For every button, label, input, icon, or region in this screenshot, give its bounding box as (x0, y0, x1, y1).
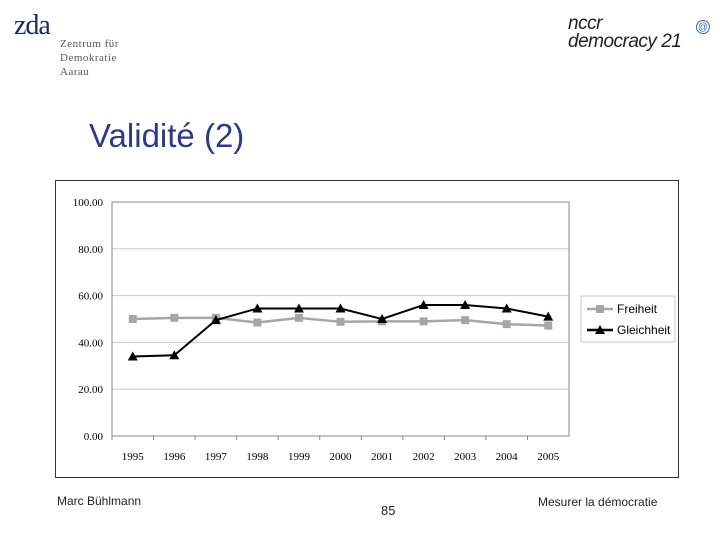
zda-logo-mark: zda (14, 10, 51, 41)
data-point-gleichheit (293, 303, 304, 313)
data-point-freiheit (502, 320, 511, 329)
data-point-gleichheit (460, 299, 471, 309)
legend-label: Gleichheit (617, 323, 671, 337)
x-tick-label: 1996 (163, 451, 186, 463)
data-point-freiheit (461, 316, 470, 325)
data-point-freiheit (294, 313, 303, 322)
y-tick-label: 60.00 (78, 291, 103, 303)
y-tick-label: 100.00 (73, 197, 104, 209)
data-point-gleichheit (252, 303, 263, 313)
y-tick-label: 40.00 (78, 337, 103, 349)
legend-label: Freiheit (617, 302, 658, 316)
data-point-freiheit (170, 313, 179, 322)
x-tick-label: 1995 (122, 451, 145, 463)
line-chart: 0.00 20.00 40.00 60.00 80.00 100.00 1995 1996 19… (73, 197, 676, 463)
footer-page-number: 85 (381, 503, 396, 518)
data-point-gleichheit (377, 314, 388, 323)
data-point-gleichheit (418, 299, 429, 309)
slide-title: Validité (2) (89, 117, 245, 154)
data-point-gleichheit (169, 350, 180, 360)
x-tick-label: 1999 (288, 451, 311, 463)
legend-box (580, 295, 676, 343)
zda-logo-line-1: Zentrum für (60, 38, 119, 50)
nccr-logo-line-2: democracy 21 (568, 31, 682, 52)
data-point-freiheit (544, 321, 553, 330)
footer-topic: Mesurer la démocratie (538, 495, 658, 509)
plot-area (111, 201, 570, 437)
x-tick-label: 2000 (330, 451, 353, 463)
data-point-gleichheit (543, 311, 554, 321)
data-point-freiheit (336, 317, 345, 326)
x-tick-label: 1997 (205, 451, 228, 463)
zda-logo-line-3: Aarau (60, 66, 90, 78)
x-tick-label: 2003 (454, 451, 477, 463)
y-tick-label: 0.00 (84, 431, 104, 443)
footer-author: Marc Bühlmann (57, 494, 142, 508)
y-tick-label: 80.00 (78, 244, 103, 256)
y-tick-label: 20.00 (78, 384, 103, 396)
data-point-gleichheit (210, 315, 221, 325)
data-point-freiheit (128, 315, 137, 323)
nccr-at-icon: @ (696, 20, 710, 34)
x-tick-label: 2005 (537, 451, 560, 463)
x-tick-label: 2002 (413, 451, 435, 463)
chart-container: 0.00 20.00 40.00 60.00 80.00 100.00 1995 1996 19… (55, 180, 679, 478)
legend-swatch-marker (595, 325, 605, 334)
series-line-gleichheit (132, 303, 549, 358)
data-point-gleichheit (501, 303, 512, 313)
zda-logo-line-2: Demokratie (60, 52, 117, 64)
data-point-gleichheit (127, 351, 138, 361)
legend-swatch-marker (596, 305, 604, 313)
data-point-freiheit (253, 318, 262, 327)
zda-logo: zda Zentrum für Demokratie Aarau (12, 10, 152, 80)
x-tick-label: 2001 (371, 451, 393, 463)
x-tick-label: 1998 (246, 451, 269, 463)
x-tick-label: 2004 (496, 451, 519, 463)
nccr-logo-line-1: nccr (568, 13, 602, 34)
nccr-logo: nccr democracy 21 @ (568, 14, 718, 54)
data-point-gleichheit (335, 303, 346, 313)
data-point-freiheit (419, 317, 428, 326)
